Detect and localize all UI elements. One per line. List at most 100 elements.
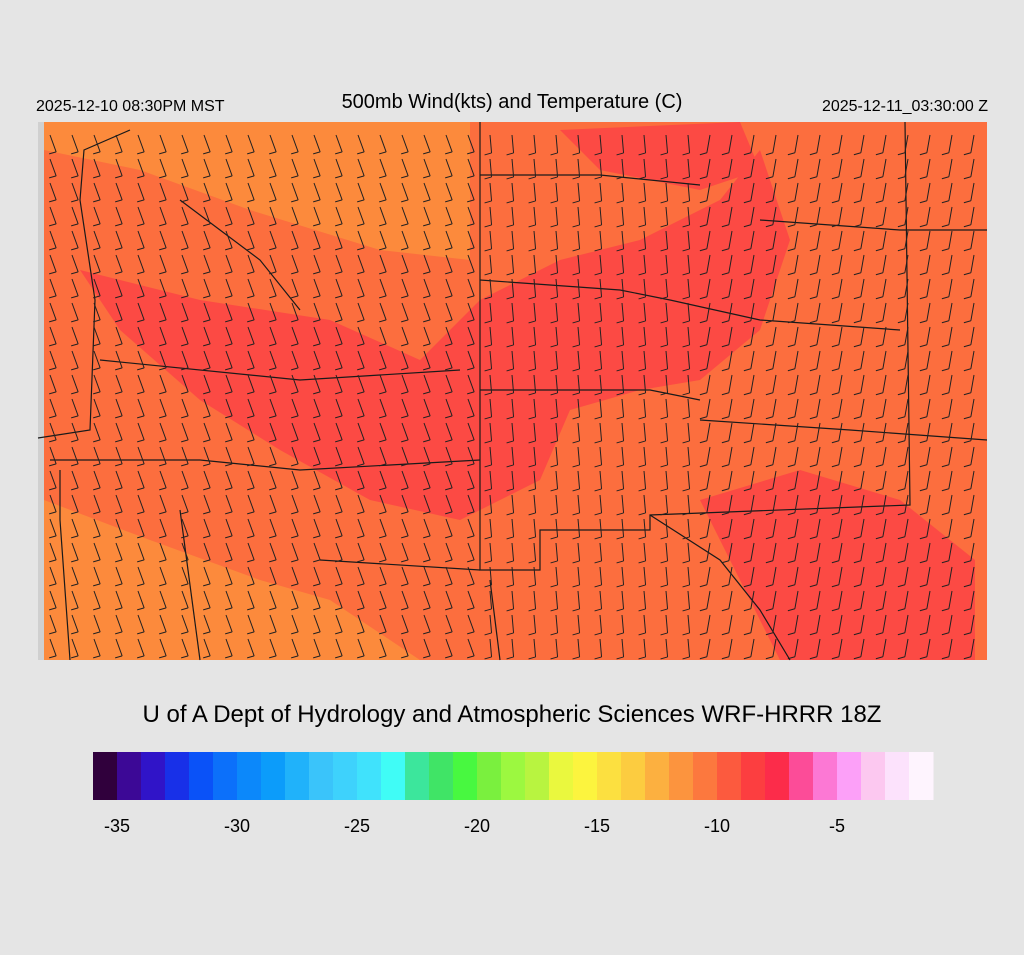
barb-shaft — [948, 518, 953, 537]
barb-flag — [616, 512, 624, 516]
barb-shaft — [904, 278, 909, 297]
barb-flag — [49, 559, 57, 563]
barb-flag — [379, 511, 387, 515]
barb-shaft — [115, 206, 123, 225]
barb-flag — [638, 512, 646, 516]
barb-flag — [528, 536, 536, 540]
barb-flag — [897, 296, 906, 300]
barb-flag — [137, 271, 145, 275]
barb-flag — [963, 608, 972, 612]
barb-shaft — [203, 446, 211, 465]
barb-flag — [765, 584, 774, 588]
barb-shaft — [860, 206, 865, 225]
barb-shaft — [511, 398, 515, 417]
barb-shaft — [269, 494, 277, 513]
barb-flag — [203, 223, 211, 227]
barb-flag — [616, 416, 624, 420]
barb-shaft — [269, 374, 277, 393]
barb-shaft — [423, 182, 431, 201]
barb-flag — [506, 608, 514, 612]
barb-shaft — [621, 182, 625, 201]
barb-shaft — [181, 254, 189, 273]
barb-flag — [787, 584, 796, 588]
barb-shaft — [882, 494, 887, 513]
barb-shaft — [93, 590, 101, 609]
barb-shaft — [904, 446, 909, 465]
barb-flag — [550, 176, 558, 180]
barb-flag — [853, 248, 862, 252]
barb-flag — [313, 319, 321, 323]
barb-shaft — [115, 446, 123, 465]
barb-shaft — [838, 182, 843, 201]
barb-shaft — [335, 158, 343, 177]
barb-flag — [335, 223, 343, 227]
barb-shaft — [423, 158, 431, 177]
barb-shaft — [970, 446, 975, 465]
barb-flag — [963, 440, 972, 444]
barb-flag — [93, 271, 101, 275]
barb-shaft — [816, 422, 821, 441]
colorbar-tick-label: -20 — [464, 816, 490, 836]
barb-flag — [897, 656, 906, 660]
barb-flag — [765, 224, 774, 228]
barb-flag — [787, 368, 796, 372]
barb-flag — [93, 439, 101, 443]
barb-shaft — [115, 614, 123, 633]
colorbar-tick-label: -15 — [584, 816, 610, 836]
barb-shaft — [860, 374, 865, 393]
barb-flag — [831, 368, 840, 372]
barb-flag — [831, 536, 840, 540]
barb-shaft — [687, 158, 691, 177]
barb-shaft — [728, 230, 733, 249]
barb-shaft — [467, 638, 475, 657]
county-border — [699, 419, 988, 441]
barb-flag — [379, 247, 387, 251]
barb-shaft — [926, 206, 931, 225]
barb-shaft — [533, 182, 537, 201]
cold-region — [700, 470, 975, 660]
barb-shaft — [816, 638, 821, 657]
barb-shaft — [71, 278, 79, 297]
barb-flag — [467, 367, 475, 371]
barb-shaft — [599, 614, 603, 633]
barb-shaft — [115, 254, 123, 273]
barb-shaft — [71, 518, 79, 537]
barb-shaft — [467, 302, 475, 321]
barb-flag — [445, 199, 453, 203]
barb-shaft — [489, 398, 493, 417]
barb-flag — [313, 415, 321, 419]
barb-flag — [594, 464, 602, 468]
barb-shaft — [533, 206, 537, 225]
barb-flag — [831, 176, 840, 180]
barb-shaft — [904, 494, 909, 513]
barb-shaft — [401, 614, 409, 633]
barb-shaft — [882, 326, 887, 345]
barb-flag — [93, 343, 101, 347]
barb-shaft — [794, 638, 799, 657]
barb-flag — [616, 464, 624, 468]
barb-flag — [831, 488, 840, 492]
barb-flag — [247, 247, 255, 251]
barb-flag — [638, 320, 646, 324]
barb-flag — [49, 343, 57, 347]
barb-shaft — [621, 158, 625, 177]
barb-flag — [247, 175, 255, 179]
barb-shaft — [687, 374, 691, 393]
barb-flag — [93, 607, 101, 611]
barb-flag — [71, 607, 79, 611]
barb-shaft — [489, 158, 493, 177]
barb-flag — [765, 464, 774, 468]
barb-flag — [203, 343, 211, 347]
barb-flag — [682, 608, 690, 612]
barb-flag — [699, 200, 708, 204]
barb-flag — [572, 608, 580, 612]
barb-shaft — [621, 614, 625, 633]
barb-flag — [875, 272, 884, 276]
barb-shaft — [71, 302, 79, 321]
barb-flag — [379, 319, 387, 323]
barb-flag — [93, 655, 101, 659]
barb-flag — [787, 656, 796, 660]
barb-flag — [594, 488, 602, 492]
barb-flag — [115, 535, 123, 539]
barb-flag — [682, 224, 690, 228]
